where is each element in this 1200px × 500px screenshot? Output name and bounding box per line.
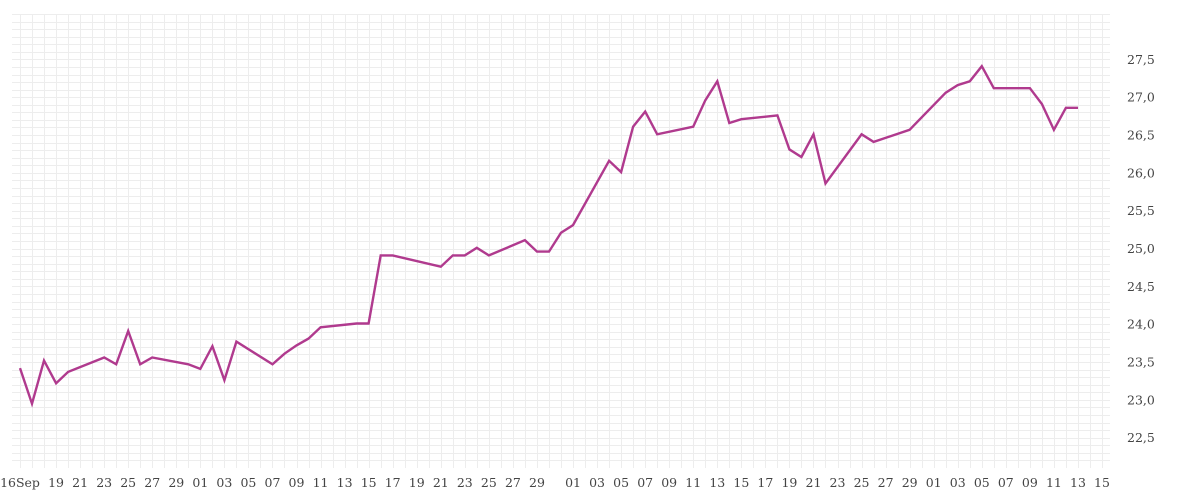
series-line <box>18 64 1078 408</box>
x-tick-label: 19 <box>409 475 425 490</box>
x-tick-label: 21 <box>806 475 822 490</box>
x-tick-label: 05 <box>240 475 256 490</box>
x-tick-label: 17 <box>757 475 773 490</box>
x-tick-label: 19 <box>781 475 797 490</box>
x-tick-label: 23 <box>96 475 112 490</box>
y-axis: 22,5 23,0 23,5 24,0 24,5 25,0 25,5 26,0 26,5 27,0… <box>1127 52 1155 445</box>
x-tick-label: 17 <box>385 475 401 490</box>
x-tick-label: 13 <box>709 475 725 490</box>
x-tick-label: 15 <box>733 475 749 490</box>
x-tick-label: 05 <box>974 475 990 490</box>
x-tick-label: 21 <box>72 475 88 490</box>
series-group <box>18 64 1079 408</box>
x-tick-label: 07 <box>265 475 281 490</box>
y-tick-label: 27,0 <box>1127 90 1155 105</box>
minor-gridlines <box>12 14 1110 468</box>
x-tick-label: 27 <box>144 475 160 490</box>
x-tick-label: 25 <box>854 475 870 490</box>
x-axis: 16Sep 19 21 23 25 27 29 01 03 05 07 09 11 13 15 17 19 21 2… <box>0 475 1110 490</box>
y-tick-label: 25,0 <box>1127 241 1155 256</box>
x-tick-label: 03 <box>216 475 232 490</box>
y-tick-label: 26,5 <box>1127 128 1155 143</box>
x-tick-label: 13 <box>337 475 353 490</box>
x-tick-label: 23 <box>457 475 473 490</box>
x-tick-label: 03 <box>950 475 966 490</box>
x-tick-label: 21 <box>433 475 449 490</box>
x-tick-label: 07 <box>637 475 653 490</box>
y-tick-label: 24,0 <box>1127 317 1155 332</box>
x-tick-label: 01 <box>565 475 581 490</box>
x-tick-label: 27 <box>878 475 894 490</box>
x-tick-label: 11 <box>1046 475 1062 490</box>
x-tick-label: 11 <box>313 475 329 490</box>
x-tick-label: 05 <box>613 475 629 490</box>
y-tick-label: 23,0 <box>1127 392 1155 407</box>
x-tick-label: 15 <box>361 475 377 490</box>
y-tick-label: 24,5 <box>1127 279 1155 294</box>
x-tick-label: 29 <box>168 475 184 490</box>
x-tick-label: 29 <box>902 475 918 490</box>
x-tick-label: 09 <box>661 475 677 490</box>
y-tick-label: 22,5 <box>1127 430 1155 445</box>
y-tick-label: 23,5 <box>1127 355 1155 370</box>
x-tick-label: 27 <box>505 475 521 490</box>
x-tick-label: 09 <box>1022 475 1038 490</box>
x-tick-label: 23 <box>830 475 846 490</box>
y-tick-label: 27,5 <box>1127 52 1155 67</box>
x-tick-label: 09 <box>289 475 305 490</box>
x-tick-label: 07 <box>998 475 1014 490</box>
x-tick-label: 13 <box>1070 475 1086 490</box>
x-tick-label: 25 <box>481 475 497 490</box>
x-tick-label: 03 <box>589 475 605 490</box>
x-tick-label: 01 <box>192 475 208 490</box>
x-tick-label: 25 <box>120 475 136 490</box>
y-tick-label: 26,0 <box>1127 165 1155 180</box>
x-tick-label: 11 <box>685 475 701 490</box>
x-tick-label: 15 <box>1094 475 1110 490</box>
x-tick-label: 01 <box>926 475 942 490</box>
x-tick-label: 16Sep <box>0 475 40 490</box>
x-tick-label: 19 <box>48 475 64 490</box>
y-tick-label: 25,5 <box>1127 203 1155 218</box>
x-tick-label: 29 <box>529 475 545 490</box>
